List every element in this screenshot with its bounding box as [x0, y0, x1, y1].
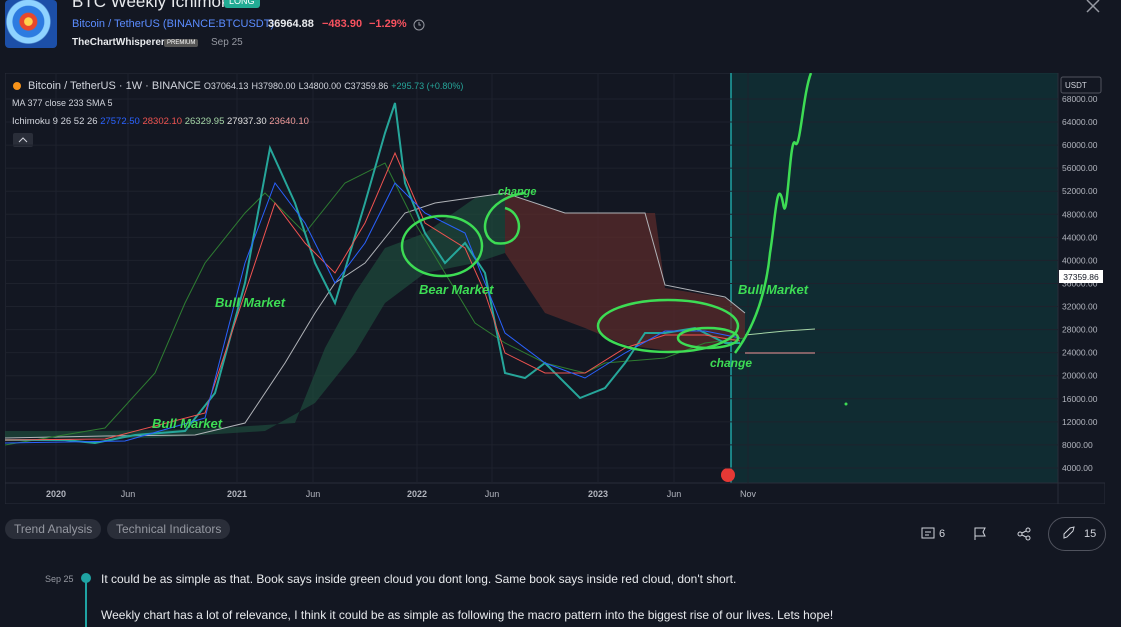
ichimoku-value: 28302.10	[142, 116, 183, 127]
publish-date: Sep 25	[211, 37, 243, 48]
circle-drawing	[400, 214, 484, 278]
author-avatar[interactable]	[5, 0, 57, 48]
circle-drawing	[483, 191, 526, 245]
ma-legend: MA 377 close 233 SMA 5	[12, 98, 113, 108]
timeline	[81, 573, 91, 627]
price-tick-label: 12000.00	[1062, 417, 1098, 427]
price-tick-label: 32000.00	[1062, 302, 1098, 312]
projection-zone	[731, 73, 1058, 483]
time-tick-label: 2023	[588, 489, 608, 499]
legend-high: H37980.00	[251, 81, 296, 91]
time-tick-label: Jun	[667, 489, 682, 499]
post-date: Sep 25	[45, 574, 74, 584]
exchange: (BINANCE:BTCUSDT)	[162, 18, 275, 30]
post-paragraph: It could be as simple as that. Book says…	[101, 572, 737, 586]
price: 36964.88	[268, 18, 314, 30]
red-cloud	[505, 193, 745, 353]
post-paragraph: Weekly chart has a lot of relevance, I t…	[101, 608, 834, 622]
price-change: −483.90	[322, 18, 363, 30]
price-tick-label: 48000.00	[1062, 209, 1098, 219]
symbol: Bitcoin / TetherUS	[72, 18, 160, 30]
currency: USDT	[1065, 81, 1087, 90]
ichimoku-span-a	[5, 192, 746, 439]
circle-drawing	[596, 298, 740, 354]
annotation: Bull Market	[152, 416, 223, 431]
last-price-box	[1059, 270, 1103, 283]
price-line	[5, 102, 740, 445]
legend-low: L34800.00	[298, 81, 342, 91]
legend-symbol: Bitcoin / TetherUS · 1W · BINANCE	[28, 80, 201, 92]
close-button[interactable]	[1085, 0, 1103, 14]
ichimoku-value: 27572.50	[100, 116, 140, 127]
price-change-percent: −1.29%	[369, 18, 407, 30]
kijun-line	[5, 151, 741, 441]
price-tick-label: 28000.00	[1062, 325, 1098, 335]
legend-close: C37359.86	[344, 81, 389, 91]
price-tick-label: 20000.00	[1062, 371, 1098, 381]
ichimoku-value: 26329.95	[184, 116, 225, 127]
projection-drawing	[733, 73, 813, 354]
annotation: change	[498, 186, 537, 198]
legend-open: O37064.13	[203, 81, 249, 91]
ichimoku-label: Ichimoku 9 26 52 26	[12, 116, 98, 127]
ichimoku-legend: Ichimoku 9 26 52 26 27572.50 28302.10 26…	[12, 116, 309, 127]
flag-icon[interactable]	[973, 527, 987, 541]
price-tick-label: 24000.00	[1062, 348, 1098, 358]
price-tick-label: 4000.00	[1062, 463, 1093, 473]
collapse-button[interactable]	[13, 133, 33, 147]
idea-title: BTC Weekly Ichimoku	[72, 0, 239, 11]
time-tick-label: 2020	[46, 489, 66, 499]
price-tick-label: 36000.00	[1062, 278, 1098, 288]
annotation: Bull Market	[215, 295, 286, 310]
time-tick-label: 2021	[227, 489, 247, 499]
direction-badge: LONG	[224, 0, 260, 8]
lagging-span	[5, 162, 746, 446]
time-tick-label: Jun	[121, 489, 136, 499]
symbol-link[interactable]: Bitcoin / TetherUS (BINANCE:BTCUSDT)	[72, 18, 274, 30]
currency-box[interactable]	[1060, 76, 1102, 94]
price-tick-label: 68000.00	[1062, 94, 1098, 104]
chart: USDT 68000.00 64000.00 60000.00 56000.00 520…	[5, 73, 1105, 504]
comment-count[interactable]: 6	[939, 528, 946, 540]
time-tick-label: Jun	[485, 489, 500, 499]
price-tick-label: 44000.00	[1062, 232, 1098, 242]
boost-count: 15	[1084, 528, 1097, 540]
ichimoku-value: 27937.30	[227, 116, 267, 127]
price-tick-label: 56000.00	[1062, 163, 1098, 173]
tenkan-line	[5, 181, 741, 444]
collapse-icon	[18, 137, 28, 143]
drawing-dot	[844, 402, 848, 406]
time-tick-label: 2022	[407, 489, 427, 499]
last-price: 37359.86	[1063, 272, 1099, 282]
annotation: Bull Market	[738, 282, 809, 297]
price-tick-label: 8000.00	[1062, 440, 1093, 450]
boost-button[interactable]	[1048, 517, 1106, 551]
circle-drawing	[676, 326, 740, 350]
tag[interactable]: Trend Analysis	[5, 519, 102, 539]
author-name[interactable]: TheChartWhisperer	[72, 37, 165, 48]
annotation: change	[710, 356, 752, 370]
time-tick-label: Nov	[740, 489, 757, 499]
symbol-icon	[13, 82, 21, 90]
future-span	[744, 328, 816, 336]
alarm-icon[interactable]	[412, 17, 426, 31]
annotation: Bear Market	[419, 282, 494, 297]
legend-change: +295.73 (+0.80%)	[391, 81, 464, 91]
rocket-icon	[1063, 526, 1075, 539]
price-tick-label: 52000.00	[1062, 186, 1098, 196]
price-tick-label: 40000.00	[1062, 255, 1098, 265]
ichimoku-value: 23640.10	[269, 116, 309, 127]
event-marker[interactable]	[721, 468, 735, 482]
comment-icon[interactable]	[921, 527, 935, 541]
tag[interactable]: Technical Indicators	[107, 519, 231, 539]
price-tick-label: 16000.00	[1062, 394, 1098, 404]
share-icon[interactable]	[1017, 527, 1031, 541]
price-tick-label: 64000.00	[1062, 117, 1098, 127]
premium-badge: PREMIUM	[164, 39, 199, 47]
price-tick-label: 60000.00	[1062, 140, 1098, 150]
time-tick-label: Jun	[306, 489, 321, 499]
chart-legend: Bitcoin / TetherUS · 1W · BINANCE O37064…	[28, 80, 463, 92]
